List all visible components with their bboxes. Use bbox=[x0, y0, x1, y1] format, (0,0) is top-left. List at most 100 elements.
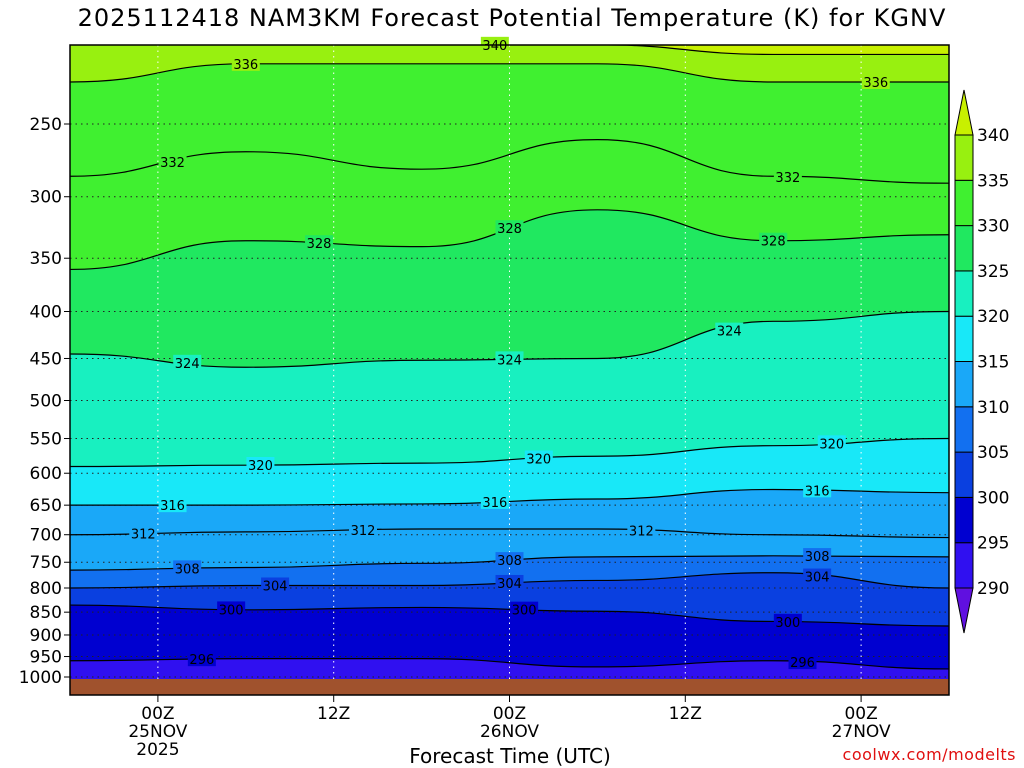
x-tick-label: 27NOV bbox=[832, 722, 891, 742]
contour-label: 304 bbox=[497, 577, 522, 592]
y-tick-label: 900 bbox=[30, 626, 62, 646]
x-tick-label: 2025 bbox=[136, 740, 179, 760]
contour-label: 316 bbox=[160, 499, 185, 514]
y-axis: 250 300 350 400 450 500 550 600 650 700 750 800 850 9… bbox=[19, 115, 70, 688]
colorbar-extend-max bbox=[954, 89, 974, 136]
colorbar-segment bbox=[954, 361, 974, 408]
contour-label: 328 bbox=[497, 222, 522, 237]
contour-label-bg bbox=[129, 525, 158, 541]
contour-label: 308 bbox=[805, 550, 830, 565]
contour-label: 296 bbox=[790, 656, 815, 671]
contour-label-bg bbox=[759, 232, 788, 248]
contour-label: 316 bbox=[805, 484, 830, 499]
contour-label-bg bbox=[173, 354, 202, 370]
colorbar-label: 290 bbox=[977, 579, 1009, 599]
theta-color-fill bbox=[70, 45, 949, 695]
colorbar-segment bbox=[954, 496, 974, 544]
contour-label-bg bbox=[627, 522, 656, 538]
x-tick-label: 12Z bbox=[669, 704, 702, 724]
isentrope-300 bbox=[70, 604, 949, 627]
colorbar: 290 295 300 305 310 315 320 325 330 335 340 bbox=[954, 89, 1009, 634]
x-tick-label: 26NOV bbox=[480, 722, 539, 742]
colorbar-segment bbox=[954, 315, 974, 363]
isentrope-316 bbox=[70, 488, 949, 506]
colorbar-label: 305 bbox=[977, 443, 1009, 463]
x-tick-label: 00Z bbox=[844, 704, 877, 724]
contour-label: 320 bbox=[248, 459, 273, 474]
contour-label-bg bbox=[246, 457, 275, 472]
contour-label: 336 bbox=[863, 76, 888, 91]
contour-label: 312 bbox=[131, 528, 156, 543]
contour-label: 320 bbox=[526, 453, 551, 468]
contour-label: 340 bbox=[482, 39, 507, 54]
y-tick-label: 250 bbox=[30, 115, 62, 135]
x-tick-label: 12Z bbox=[317, 704, 350, 724]
contour-label-bg bbox=[187, 651, 216, 667]
contour-label: 296 bbox=[189, 653, 214, 668]
isentrope-332 bbox=[70, 139, 949, 184]
y-tick-label: 850 bbox=[30, 603, 62, 623]
contour-label-bg bbox=[715, 322, 744, 338]
ground-bar bbox=[70, 679, 949, 695]
y-tick-label: 750 bbox=[30, 553, 62, 573]
y-tick-label: 700 bbox=[30, 526, 62, 546]
y-tick-label: 800 bbox=[30, 579, 62, 599]
contour-label-bg bbox=[495, 351, 524, 367]
credit-link[interactable]: coolwx.com/modelts bbox=[842, 745, 1016, 764]
contour-label: 332 bbox=[775, 171, 800, 186]
contour-label: 332 bbox=[160, 156, 185, 171]
contour-label-bg bbox=[773, 613, 802, 629]
contour-label-bg bbox=[803, 482, 832, 498]
colorbar-label: 315 bbox=[977, 353, 1009, 373]
contour-label-bg bbox=[305, 235, 334, 251]
colorbar-segment bbox=[954, 134, 974, 181]
contour-label-bg bbox=[173, 560, 202, 576]
colorbar-label: 330 bbox=[977, 217, 1009, 237]
y-tick-label: 400 bbox=[30, 302, 62, 322]
contour-label-bg bbox=[861, 73, 890, 89]
contour-label: 336 bbox=[233, 58, 258, 73]
contour-label: 312 bbox=[629, 524, 654, 539]
contour-label-bg bbox=[495, 574, 524, 590]
y-tick-label: 550 bbox=[30, 430, 62, 450]
x-tick-label: 25NOV bbox=[128, 722, 187, 742]
ground-surface bbox=[70, 679, 949, 695]
contour-label-bg bbox=[217, 601, 246, 617]
colorbar-label: 325 bbox=[977, 262, 1009, 282]
contour-label: 300 bbox=[512, 604, 537, 619]
contour-label: 316 bbox=[482, 496, 507, 511]
colorbar-extend-min bbox=[954, 587, 974, 634]
colorbar-label: 320 bbox=[977, 307, 1009, 327]
colorbar-segment bbox=[954, 270, 974, 317]
y-tick-label: 1000 bbox=[19, 668, 62, 688]
x-tick-label: 00Z bbox=[493, 704, 526, 724]
y-tick-label: 950 bbox=[30, 648, 62, 668]
grid-lines bbox=[70, 45, 949, 695]
contour-label-bg bbox=[231, 55, 260, 71]
y-tick-label: 350 bbox=[30, 249, 62, 269]
contour-label: 324 bbox=[175, 357, 200, 372]
colorbar-segment bbox=[954, 451, 974, 498]
y-tick-label: 500 bbox=[30, 392, 62, 412]
contour-label: 324 bbox=[717, 325, 742, 340]
contour-label: 300 bbox=[219, 603, 244, 618]
chart-title: 2025112418 NAM3KM Forecast Potential Tem… bbox=[77, 4, 947, 32]
y-tick-label: 300 bbox=[30, 188, 62, 208]
contour-label: 312 bbox=[351, 524, 376, 539]
contour-label-bg bbox=[510, 601, 539, 617]
contour-label: 328 bbox=[761, 235, 786, 250]
contour-label-bg bbox=[158, 153, 187, 169]
y-tick-label: 600 bbox=[30, 464, 62, 484]
contour-label: 308 bbox=[497, 554, 522, 569]
contour-label-bg bbox=[803, 548, 832, 564]
contour-label-bg bbox=[495, 552, 524, 568]
contour-label-bg bbox=[773, 168, 802, 184]
contour-label-bg bbox=[817, 435, 846, 451]
contour-label-bg bbox=[480, 493, 509, 509]
contour-label-bg bbox=[349, 521, 377, 537]
contour-label: 328 bbox=[307, 237, 332, 252]
contour-label: 300 bbox=[775, 616, 800, 631]
contour-label-bg bbox=[524, 450, 553, 466]
